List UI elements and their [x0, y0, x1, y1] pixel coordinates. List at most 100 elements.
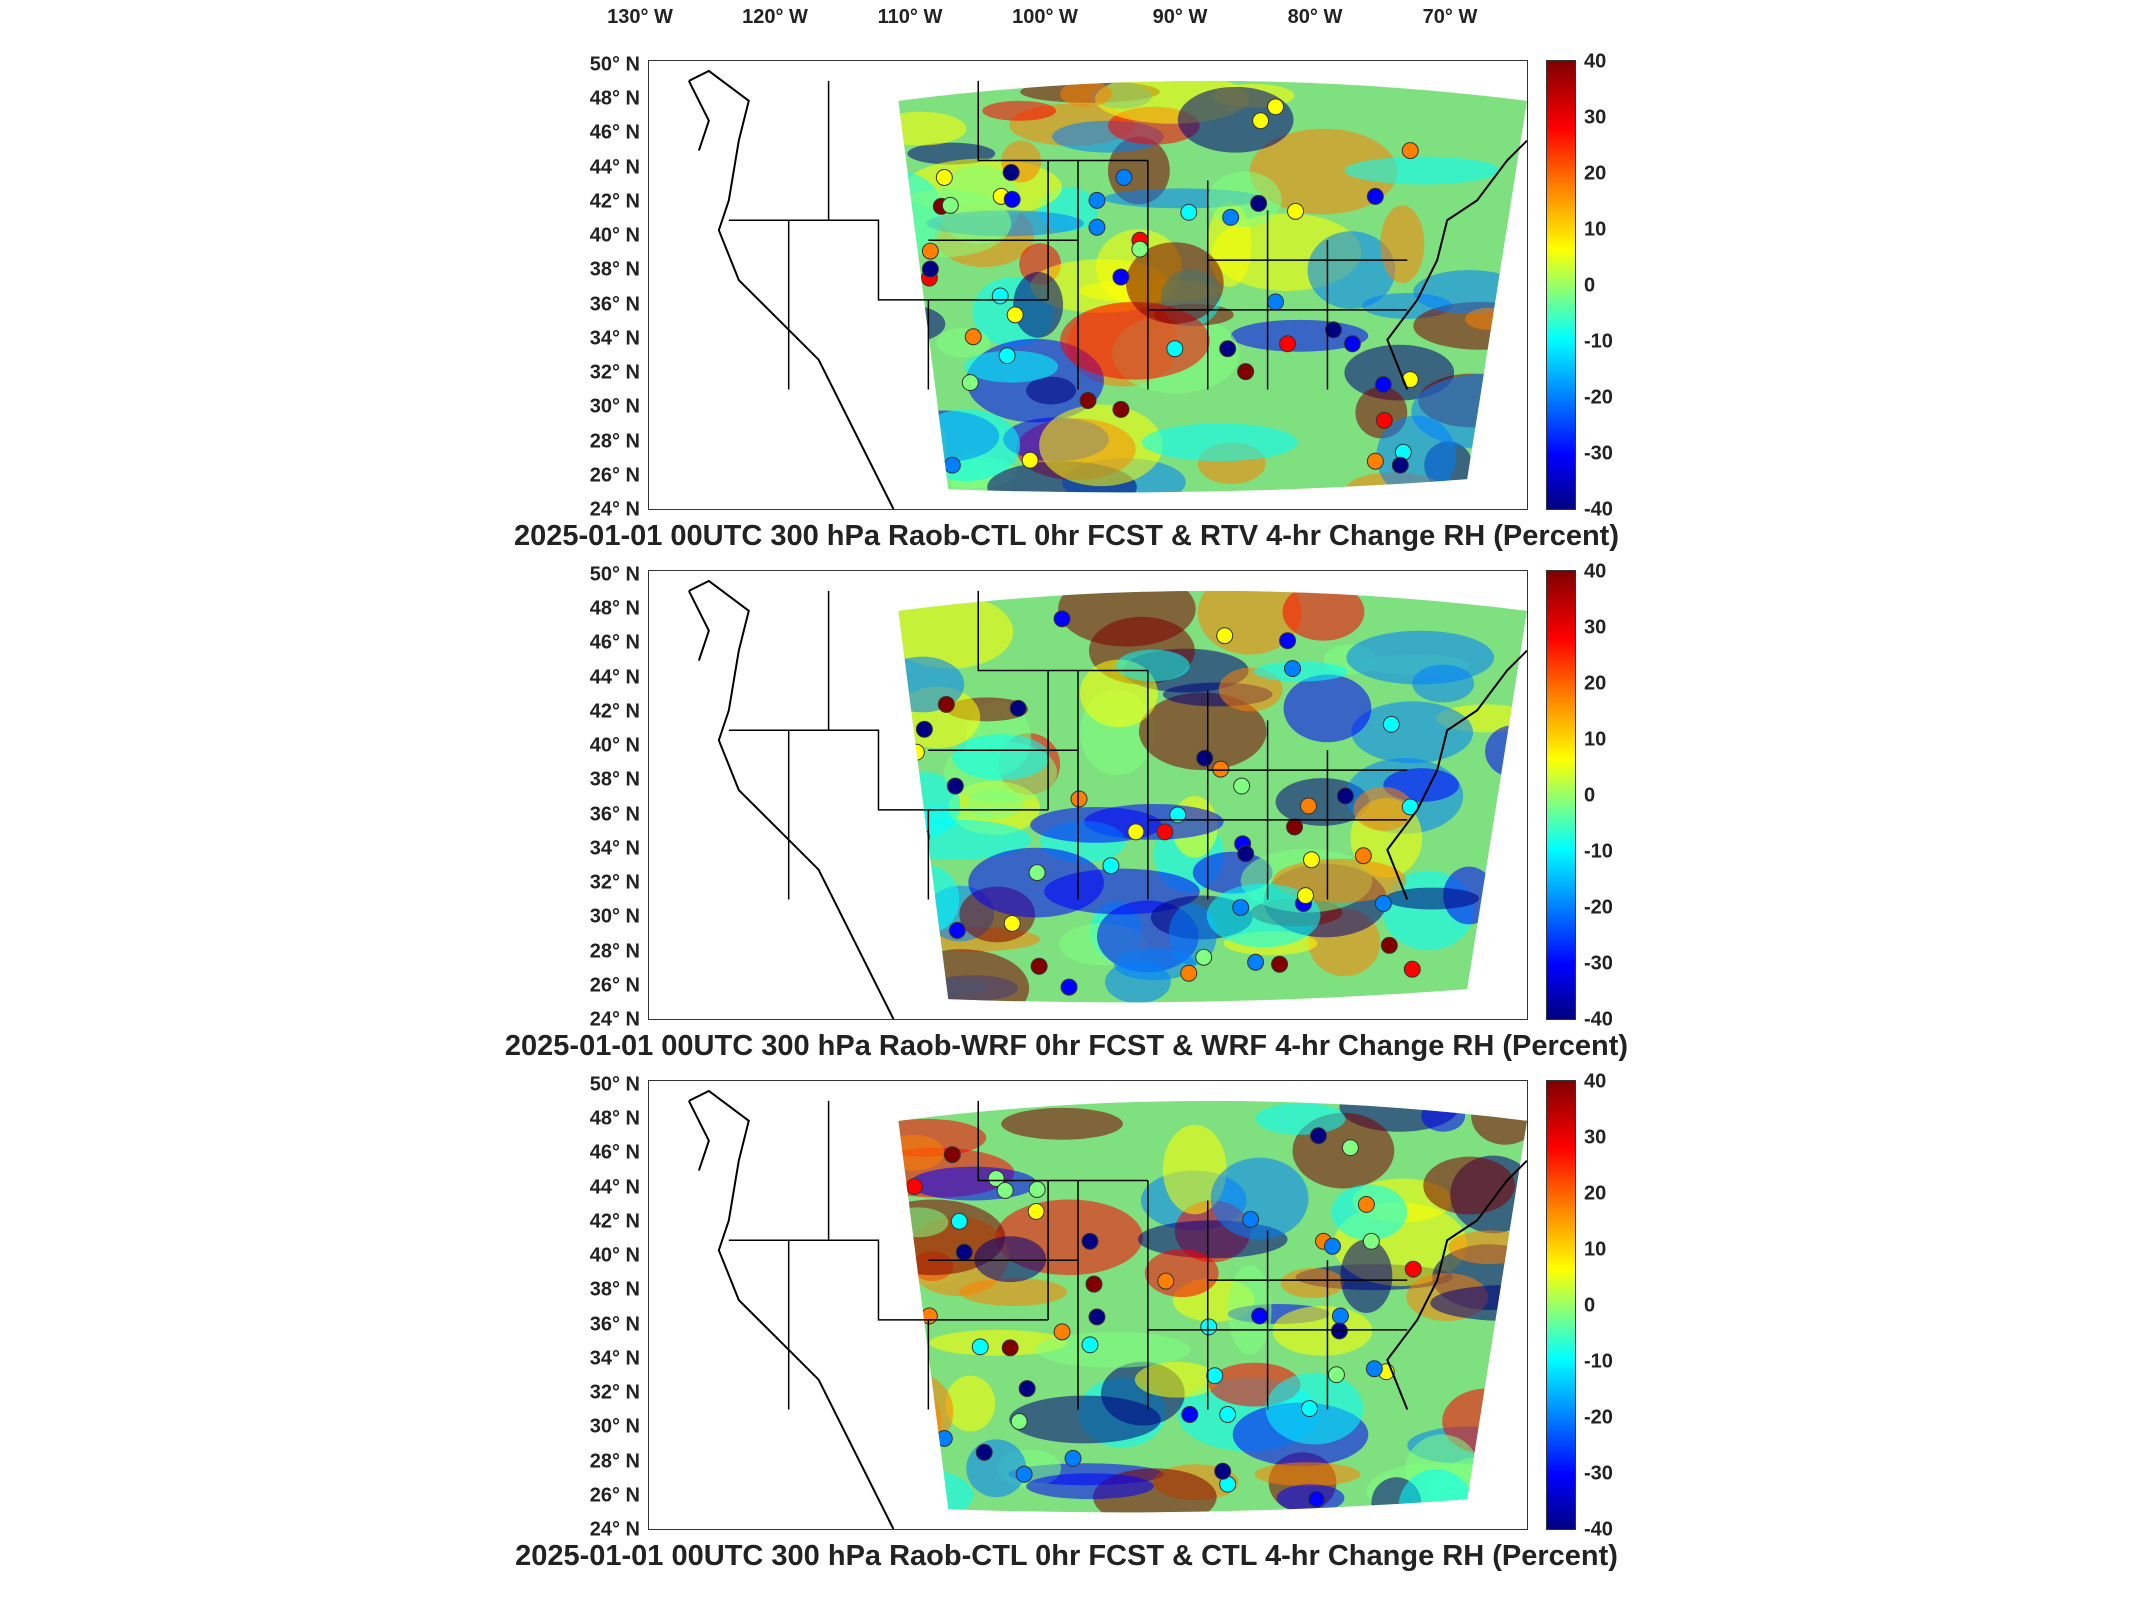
station-marker — [902, 954, 920, 972]
field-blob — [898, 408, 948, 487]
colorbar-tick-label: 0 — [1584, 1294, 1596, 1317]
map-panel-1: 50° N 48° N 46° N 44° N 42° N 40° N 38° N 36° N… — [0, 51, 2133, 560]
field-blob — [982, 100, 1057, 121]
colorbar-tick-label: 20 — [1584, 162, 1607, 185]
station-marker — [1070, 790, 1088, 808]
station-marker — [1327, 1366, 1345, 1384]
latitude-label: 28° N — [589, 1450, 640, 1473]
field-blob — [964, 350, 1059, 383]
station-marker — [1166, 340, 1184, 358]
latitude-label: 48° N — [589, 597, 640, 620]
station-marker — [1362, 1232, 1380, 1250]
longitude-label: 80° W — [1287, 6, 1343, 28]
field-blob — [1331, 1184, 1408, 1241]
latitude-label: 48° N — [589, 87, 640, 110]
field-blob — [912, 409, 1021, 482]
latitude-label: 34° N — [589, 1347, 640, 1370]
field-blob — [1009, 1395, 1161, 1444]
station-marker — [1374, 895, 1392, 912]
station-marker — [1115, 169, 1133, 186]
station-marker — [1247, 953, 1265, 971]
longitude-label: 90° W — [1152, 6, 1208, 28]
station-marker — [1156, 823, 1174, 841]
field-blob — [1138, 692, 1267, 771]
station-marker — [920, 1307, 938, 1325]
station-marker — [1088, 191, 1106, 209]
longitude-label: 120° W — [742, 6, 808, 28]
field-blob — [1227, 1265, 1272, 1355]
station-marker — [916, 973, 934, 991]
latitude-label: 32° N — [589, 361, 640, 384]
station-marker — [1053, 610, 1071, 628]
station-marker — [1010, 1413, 1028, 1430]
field-blob — [1344, 156, 1501, 185]
station-marker — [998, 347, 1016, 365]
field-blob — [1026, 1473, 1154, 1500]
colorbar-tick-label: -40 — [1584, 1518, 1613, 1541]
west-coast-line — [688, 1089, 895, 1529]
colorbar-tick-label: -20 — [1584, 386, 1613, 409]
station-marker — [937, 695, 955, 713]
field-blob — [1283, 674, 1372, 743]
station-marker — [1088, 218, 1106, 236]
colorbar-tick-label: 10 — [1584, 728, 1607, 751]
map-area — [648, 1080, 1528, 1530]
station-marker — [1064, 1449, 1082, 1467]
latitude-label: 50° N — [589, 1073, 640, 1096]
station-marker — [1284, 660, 1302, 678]
west-coast-line — [688, 69, 895, 509]
station-marker — [1366, 452, 1384, 470]
colorbar-tick-label: 40 — [1584, 560, 1607, 583]
colorbar-tick-label: 40 — [1584, 1070, 1607, 1093]
station-marker — [975, 1443, 993, 1461]
latitude-label: 46° N — [589, 121, 640, 144]
station-marker — [1212, 760, 1230, 778]
latitude-label: 44° N — [589, 156, 640, 179]
field-blob — [967, 789, 1024, 819]
map-panel-3: 50° N 48° N 46° N 44° N 42° N 40° N 38° N 36° N… — [0, 1071, 2133, 1580]
east-coast-line — [1386, 139, 1527, 390]
colorbar-tick-label: 0 — [1584, 274, 1596, 297]
colorbar-tick-label: 40 — [1584, 50, 1607, 73]
colorbar-tick-label: -10 — [1584, 1350, 1613, 1373]
station-marker — [1279, 335, 1297, 353]
station-marker — [1279, 632, 1297, 650]
latitude-label: 38° N — [589, 258, 640, 281]
station-marker — [1027, 1202, 1045, 1220]
field-blob — [1412, 664, 1475, 703]
field-blob — [1107, 136, 1170, 205]
colorbar-tick-label: 20 — [1584, 1182, 1607, 1205]
station-marker — [1251, 1307, 1269, 1325]
latitude-label: 44° N — [589, 666, 640, 689]
field-blob — [898, 594, 1014, 669]
latitude-label: 40° N — [589, 224, 640, 247]
field-blob — [1141, 423, 1298, 462]
field-blob — [1254, 1462, 1361, 1487]
latitude-label: 40° N — [589, 734, 640, 757]
station-marker — [935, 169, 953, 186]
latitude-label: 24° N — [589, 1518, 640, 1541]
station-marker — [1088, 1308, 1106, 1326]
field-blob — [1026, 376, 1077, 405]
field-blob — [1001, 1107, 1123, 1140]
station-marker — [1252, 112, 1270, 130]
station-marker — [941, 196, 959, 214]
field-blob — [1207, 171, 1282, 228]
field-blob — [1249, 128, 1398, 215]
state-boundaries — [728, 590, 1408, 900]
station-marker — [1030, 957, 1048, 975]
station-marker — [1242, 1210, 1260, 1228]
east-coast-line — [1386, 649, 1527, 900]
station-marker — [1081, 1232, 1099, 1250]
map-svg — [688, 579, 1527, 1019]
colorbar-tick-label: 30 — [1584, 106, 1607, 129]
field-blob — [1253, 661, 1348, 682]
field-blob — [1210, 1157, 1309, 1240]
field-blob — [898, 1465, 974, 1513]
field-blob — [898, 1134, 945, 1171]
station-marker — [1391, 456, 1409, 474]
latitude-label: 46° N — [589, 1141, 640, 1164]
station-marker — [1309, 1127, 1327, 1145]
station-marker — [1003, 914, 1021, 932]
station-marker — [946, 777, 964, 795]
